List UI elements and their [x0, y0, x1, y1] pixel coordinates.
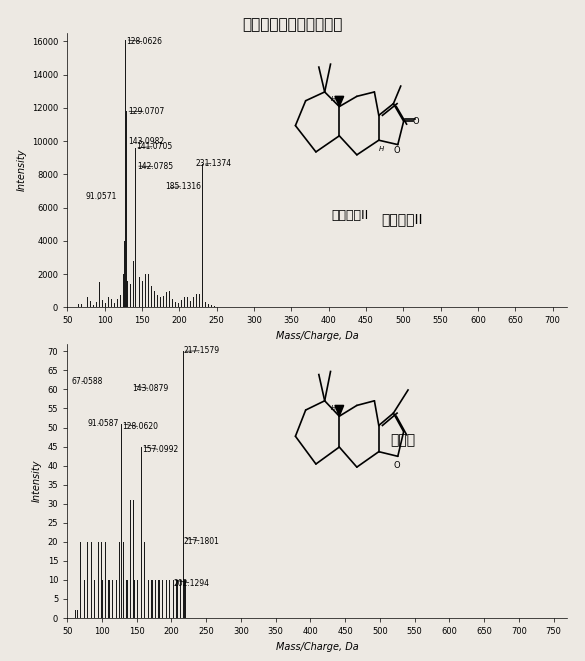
Text: 217.1801: 217.1801 [184, 537, 220, 545]
Text: 141.0705: 141.0705 [137, 142, 173, 151]
Text: 129.0707: 129.0707 [128, 107, 164, 116]
X-axis label: Mass/Charge, Da: Mass/Charge, Da [276, 642, 359, 652]
Text: 67.0588: 67.0588 [71, 377, 103, 385]
Text: H: H [331, 405, 336, 412]
Polygon shape [335, 97, 344, 106]
Text: H: H [331, 97, 336, 102]
Text: O: O [412, 117, 419, 126]
Polygon shape [335, 405, 344, 416]
Text: 128.0620: 128.0620 [122, 422, 158, 432]
Text: 白术化学成分二级质谱图: 白术化学成分二级质谱图 [242, 17, 343, 32]
Text: 白术内酵II: 白术内酵II [331, 209, 368, 222]
Text: 128.0626: 128.0626 [126, 38, 163, 46]
Text: 142.0785: 142.0785 [137, 162, 174, 171]
Text: 202.1294: 202.1294 [174, 578, 209, 588]
Text: 157.0992: 157.0992 [142, 446, 178, 454]
Text: 143.0982: 143.0982 [128, 137, 164, 146]
Text: 91.0587: 91.0587 [87, 418, 119, 428]
Text: 185.1316: 185.1316 [165, 182, 201, 191]
Text: 143.0879: 143.0879 [133, 384, 169, 393]
Text: 91.0571: 91.0571 [86, 192, 118, 201]
Text: O: O [393, 461, 400, 470]
X-axis label: Mass/Charge, Da: Mass/Charge, Da [276, 331, 359, 341]
Text: 231.1374: 231.1374 [195, 159, 232, 168]
Text: H: H [379, 146, 384, 152]
Text: 白术内酵II: 白术内酵II [381, 213, 423, 227]
Y-axis label: Intensity: Intensity [16, 149, 26, 192]
Y-axis label: Intensity: Intensity [32, 459, 42, 502]
Text: O: O [393, 146, 400, 155]
Text: 217.1579: 217.1579 [184, 346, 220, 355]
Text: 苍术锐: 苍术锐 [390, 433, 415, 447]
